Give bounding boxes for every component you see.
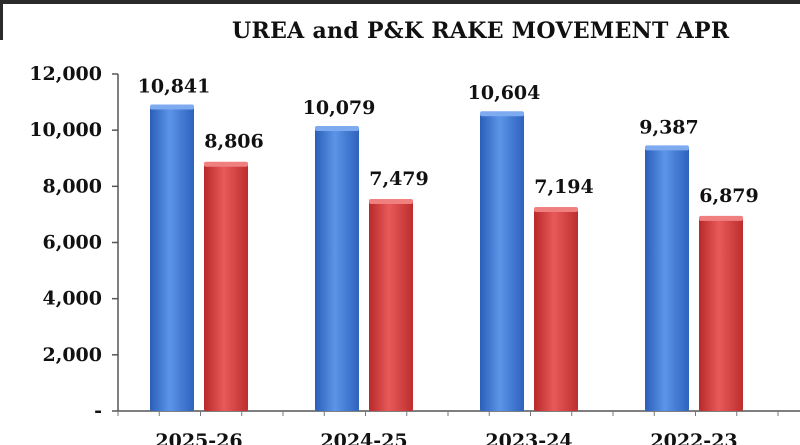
- y-tick-label: 12,000: [29, 63, 102, 85]
- frame-border-left: [0, 0, 3, 40]
- bar-series2: [699, 217, 743, 411]
- x-category-label: 2025-26: [155, 430, 242, 445]
- bar-cap: [150, 104, 194, 110]
- bar-series2: [369, 200, 413, 411]
- bar-series1: [645, 147, 689, 411]
- chart-labels: 10,841 8,806 2025-26 10,079 7,479 2024-25 10,6…: [138, 76, 759, 445]
- bar-cap: [699, 215, 743, 221]
- bar-cap: [480, 111, 524, 117]
- data-label: 6,879: [699, 185, 759, 207]
- bar-cap: [204, 161, 248, 167]
- data-label: 8,806: [204, 131, 264, 153]
- y-tick-label: 2,000: [43, 344, 103, 366]
- bar-series2: [204, 163, 248, 411]
- data-label: 10,604: [468, 82, 541, 104]
- y-tick-label: 8,000: [43, 175, 103, 197]
- frame-border-top: [0, 0, 800, 4]
- data-label: 7,479: [369, 168, 429, 190]
- y-tick-label: 4,000: [43, 288, 103, 310]
- y-tick-label: -: [94, 400, 102, 422]
- bar-cap: [315, 125, 359, 131]
- x-category-label: 2022-23: [650, 430, 737, 445]
- bar-cap: [534, 206, 578, 212]
- bar-cap: [369, 198, 413, 204]
- data-label: 10,079: [303, 97, 376, 119]
- y-tick-label: 6,000: [43, 232, 103, 254]
- bar-series1: [150, 106, 194, 411]
- x-category-label: 2023-24: [485, 430, 572, 445]
- data-label: 7,194: [534, 176, 594, 198]
- bar-series1: [480, 113, 524, 411]
- chart-title: UREA and P&K RAKE MOVEMENT APR: [232, 18, 730, 44]
- data-label: 9,387: [639, 116, 699, 138]
- bar-series1: [315, 127, 359, 411]
- chart-bars: [150, 104, 743, 411]
- y-tick-label: 10,000: [29, 119, 102, 141]
- data-label: 10,841: [138, 76, 211, 98]
- bar-series2: [534, 208, 578, 411]
- bar-cap: [645, 145, 689, 151]
- x-category-label: 2024-25: [320, 430, 407, 445]
